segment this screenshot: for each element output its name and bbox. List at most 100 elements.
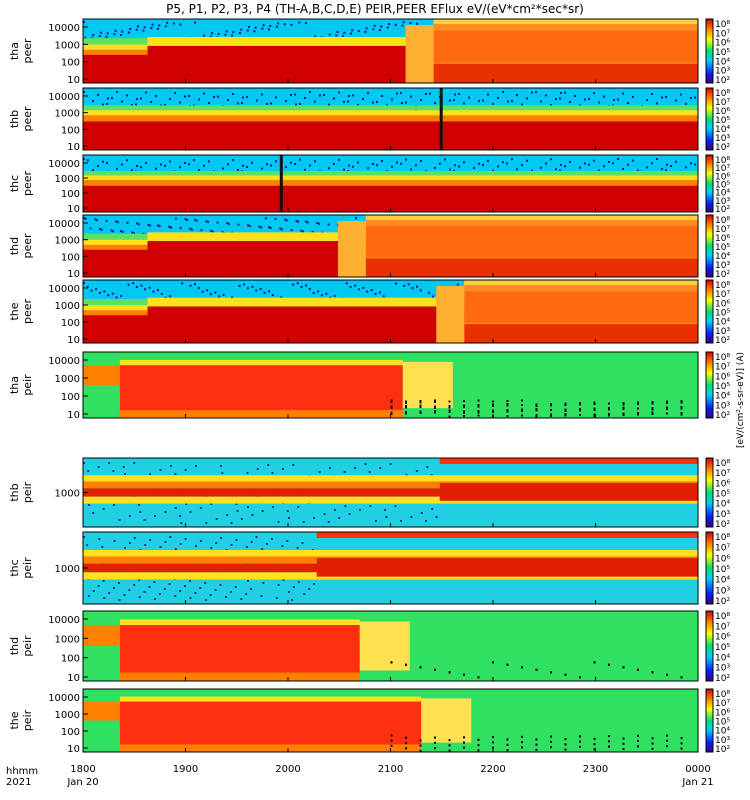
noise-dot [463,406,465,409]
noise-dot [121,30,124,33]
noise-dot [172,22,175,25]
noise-dot [637,403,639,406]
noise-dot [255,289,258,292]
noise-dot [374,520,377,522]
noise-dot [492,661,494,664]
noise-dot [95,288,98,291]
noise-dot [405,412,407,415]
noise-dot [564,414,567,417]
colorbar-tick-label: 10⁴ [715,318,730,328]
noise-dot [214,291,217,294]
noise-dot [564,165,566,168]
colorbar-tick-label: 10⁴ [715,500,730,510]
spectrogram-band [83,105,698,112]
noise-dot [127,283,130,286]
noise-dot [434,405,436,408]
spectrogram-band [83,365,120,385]
noise-dot [270,102,272,105]
noise-dot [211,32,214,35]
noise-dot [373,24,376,27]
colorbar-tick-label: 10³ [715,664,730,674]
noise-dot [506,663,509,666]
colorbar-tick-label: 10⁸ [715,612,730,622]
noise-dot [325,292,328,295]
noise-dot [622,737,625,740]
noise-dot [593,743,596,746]
noise-dot [260,595,263,597]
panel-label-probe: thb [8,483,21,501]
noise-dot [401,24,404,27]
noise-dot [389,463,392,465]
noise-dot [454,93,456,96]
noise-dot [89,227,92,230]
noise-dot [349,32,352,35]
noise-dot [434,741,436,744]
noise-dot [448,739,451,742]
noise-dot [419,666,422,669]
noise-dot [114,29,117,32]
noise-dot [579,408,581,411]
noise-dot [434,401,436,404]
noise-dot [550,740,552,743]
noise-dot [394,282,397,285]
y-tick-label: 10000 [48,356,80,367]
noise-dot [235,503,238,505]
noise-dot [390,401,393,404]
noise-dot [194,21,196,24]
noise-dot [319,94,321,97]
x-tick-label: 1800 [70,764,95,775]
noise-dot [128,542,131,544]
noise-dot [593,92,595,94]
noise-dot [362,98,364,100]
noise-dot [448,411,451,414]
noise-dot [87,504,90,506]
noise-dot [92,100,94,102]
spectrogram-band [83,481,698,489]
colorbar-tick-label: 10² [715,76,730,86]
noise-dot [608,735,610,738]
colorbar-tick-label: 10⁸ [715,690,730,700]
noise-dot [136,165,138,167]
noise-dot [188,580,191,582]
noise-dot [401,102,403,104]
noise-dot [420,512,423,514]
colorbar-tick-label: 10⁶ [715,234,730,244]
noise-dot [506,738,509,741]
noise-dot [598,169,600,172]
noise-dot [453,169,455,172]
y-tick-label: 100 [61,654,80,665]
noise-dot [622,406,625,409]
noise-dot [155,95,157,97]
noise-dot [516,94,518,96]
noise-dot [258,225,261,228]
spectrogram-band [119,696,422,703]
noise-dot [164,541,167,543]
y-tick-label: 100 [61,125,80,136]
noise-dot [150,101,152,103]
noise-dot [294,93,296,96]
noise-dot [92,590,95,592]
noise-dot [670,165,672,167]
noise-dot [217,95,219,98]
noise-dot [357,161,359,164]
noise-dot [535,668,538,671]
noise-dot [665,96,667,98]
noise-dot [250,541,253,543]
colorbar-tick-label: 10³ [715,510,730,520]
noise-dot [128,589,131,591]
noise-dot [390,399,393,402]
noise-dot [199,507,202,509]
noise-dot [521,410,523,413]
colorbar [705,18,714,84]
noise-dot [680,407,683,410]
colorbar-tick-label: 10⁴ [715,576,730,586]
noise-dot [211,230,214,233]
noise-dot [477,399,480,402]
noise-dot [560,92,562,94]
noise-dot [382,295,385,298]
noise-dot [115,296,118,299]
noise-dot [429,92,431,95]
noise-dot [159,546,162,548]
noise-dot [338,517,341,519]
spectrogram-band [83,175,698,182]
